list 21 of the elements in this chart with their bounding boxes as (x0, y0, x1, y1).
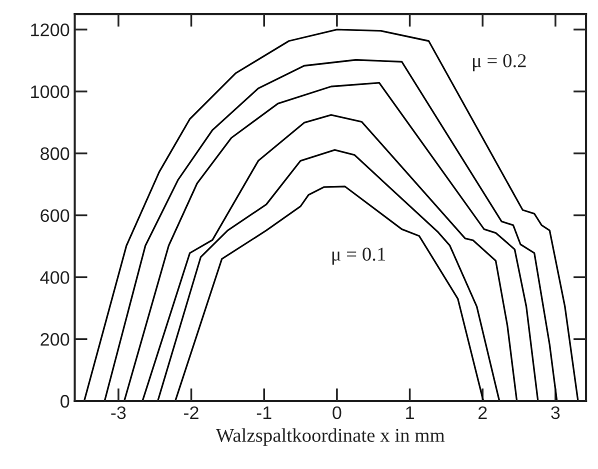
line-series (142, 114, 518, 401)
y-tick-label: 0 (60, 394, 70, 408)
x-tick-label: 2 (478, 406, 487, 419)
y-tick-label: 1200 (31, 23, 70, 36)
line-series (174, 186, 484, 401)
y-tick-label: 1000 (31, 85, 70, 98)
x-tick-label: 0 (332, 406, 342, 420)
x-tick-label: 3 (551, 406, 560, 420)
y-tick-label: 600 (40, 209, 70, 222)
x-tick-label: -2 (184, 406, 198, 419)
x-tick-label: -3 (111, 406, 126, 420)
annotation: μ = 0.2 (472, 54, 526, 72)
line-series (156, 149, 500, 401)
y-tick-label: 800 (40, 147, 70, 160)
line-series (83, 28, 579, 401)
annotation: μ = 0.1 (332, 248, 386, 265)
x-axis-title: Walzspaltkoordinate x in mm (216, 428, 445, 446)
y-tick-label: 400 (40, 271, 70, 284)
x-tick-label: 1 (406, 406, 414, 419)
y-tick-label: 200 (40, 333, 70, 346)
x-tick-label: -1 (256, 406, 272, 419)
